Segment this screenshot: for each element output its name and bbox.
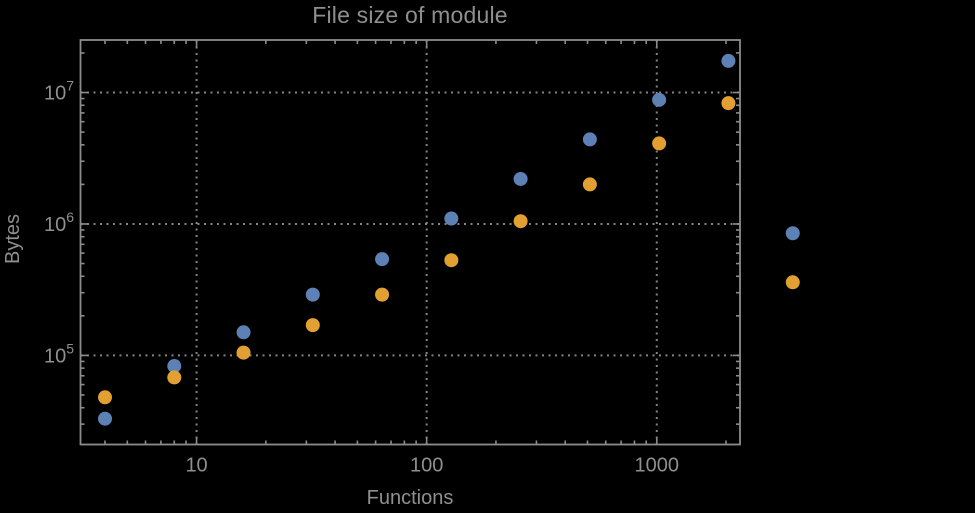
data-point — [375, 252, 390, 267]
y-tick-label: 105 — [44, 340, 74, 367]
data-point — [444, 211, 459, 226]
data-point — [305, 287, 320, 302]
data-point — [305, 318, 320, 333]
y-tick-label: 107 — [44, 78, 74, 105]
x-tick-labels: 10 100 1000 — [185, 455, 679, 477]
x-tick-label: 100 — [410, 455, 443, 477]
data-point — [582, 177, 597, 192]
data-point — [167, 370, 182, 385]
data-point — [785, 275, 800, 290]
data-point — [98, 411, 113, 426]
chart-title: File size of module — [312, 2, 508, 28]
data-point — [444, 253, 459, 268]
data-point — [721, 96, 736, 111]
series-blue — [98, 53, 800, 426]
x-tick-label: 1000 — [635, 455, 680, 477]
data-point — [652, 92, 667, 107]
plot-frame — [79, 39, 741, 446]
data-point — [513, 214, 528, 229]
gridlines — [80, 40, 740, 445]
data-point — [236, 325, 251, 340]
y-tick-labels: 105 106 107 — [44, 78, 74, 368]
data-point — [785, 226, 800, 241]
data-point — [652, 136, 667, 151]
axis-ticks — [80, 40, 740, 445]
y-tick-label: 106 — [44, 209, 74, 236]
x-tick-label: 10 — [185, 455, 207, 477]
data-point — [375, 287, 390, 302]
data-point — [582, 132, 597, 147]
x-axis-label: Functions — [366, 487, 454, 509]
data-point — [167, 359, 182, 374]
data-point — [513, 171, 528, 186]
data-point — [98, 390, 113, 405]
data-point — [721, 53, 736, 68]
series-orange — [98, 96, 800, 405]
data-point — [236, 345, 251, 360]
